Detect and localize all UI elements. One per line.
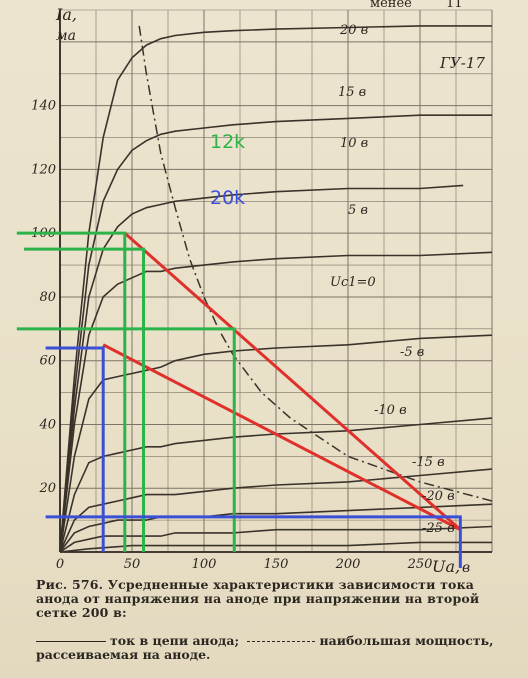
red-load-line (123, 232, 462, 531)
chart-axes: 0 50 100 150 200 25020406080100120140Iа,маUа,… (31, 5, 492, 576)
y-tick-label: 40 (38, 417, 56, 432)
figure-legend: ток в цепи анода; наибольшая мощность, р… (36, 634, 516, 662)
series-curve (59, 541, 492, 553)
series-label: -15 в (412, 455, 445, 470)
x-tick-label: 250 (407, 557, 433, 572)
x-tick-label: 100 (192, 557, 217, 572)
x-tick-label: 200 (335, 557, 361, 572)
series-label: -10 в (374, 403, 407, 418)
x-tick-label: 50 (124, 557, 141, 572)
tube-type-label: ГУ-17 (439, 54, 485, 72)
legend-row-2: рассеиваемая на аноде. (36, 647, 211, 662)
characteristic-chart: 0 50 100 150 200 25020406080100120140Iа,маUа,… (16, 5, 493, 576)
y-tick-label: 60 (39, 354, 56, 369)
legend-row-1: ток в цепи анода; наибольшая мощность, (36, 634, 516, 648)
y-tick-label: 140 (31, 99, 56, 114)
series-curve (59, 114, 492, 553)
series-curve (59, 525, 493, 553)
series-label: Uc1=0 (330, 275, 376, 290)
figure-caption: Рис. 576. Усредненные характеристики зав… (36, 578, 506, 620)
max-dissipation-curve (138, 25, 493, 502)
series-curve (59, 468, 493, 553)
legend-dash-text: наибольшая мощность, (319, 633, 494, 648)
caption-line-2: анода от напряжения на аноде при напряже… (36, 591, 480, 606)
series-curve (59, 184, 464, 553)
series-label: -25 в (422, 521, 455, 536)
y-tick-label: 80 (39, 290, 56, 305)
dash-dot-line-sample (247, 641, 316, 642)
y-axis-unit: ма (56, 28, 76, 44)
green-guide-line (16, 231, 127, 552)
page-number: 11 (446, 0, 463, 11)
series-curve (59, 25, 492, 553)
legend-solid-text: ток в цепи анода; (110, 633, 240, 648)
series-label: 15 в (338, 85, 366, 100)
series-curve (59, 334, 493, 553)
y-tick-label: 120 (31, 162, 56, 177)
x-axis-unit: в (462, 560, 470, 576)
series-label: -20 в (422, 489, 455, 504)
x-tick-label: 0 (56, 557, 64, 572)
series-label: -5 в (400, 345, 424, 360)
green-guide-line (24, 247, 146, 552)
series-label: 5 в (348, 203, 368, 218)
blue-guide-line (45, 515, 462, 568)
solid-line-sample (36, 641, 106, 642)
series-curve (59, 417, 493, 553)
caption-line-1: Рис. 576. Усредненные характеристики зав… (36, 577, 475, 592)
series-label: 10 в (340, 136, 368, 151)
annotation-label: 12k (210, 131, 245, 153)
y-tick-label: 20 (38, 481, 56, 496)
caption-line-3: сетке 200 в: (36, 605, 127, 620)
series-curve (59, 251, 493, 553)
chart-overlays (16, 231, 462, 568)
page-header: менее 11 (340, 0, 463, 11)
green-guide-line (16, 327, 236, 552)
chart-labels: ГУ-17 20 в 15 в 10 в 5 в Uc1=0 -5 в -10 в -15 в -… (210, 23, 485, 536)
y-axis-symbol: Iа, (55, 5, 77, 24)
header-word: менее (370, 0, 412, 11)
chart-series (59, 25, 493, 553)
x-tick-label: 150 (264, 557, 289, 572)
series-label: 20 в (339, 23, 368, 38)
red-load-line (102, 343, 462, 532)
x-axis-symbol: Uа, (432, 557, 460, 576)
blue-guide-line (45, 346, 105, 552)
annotation-label: 20k (210, 187, 245, 209)
